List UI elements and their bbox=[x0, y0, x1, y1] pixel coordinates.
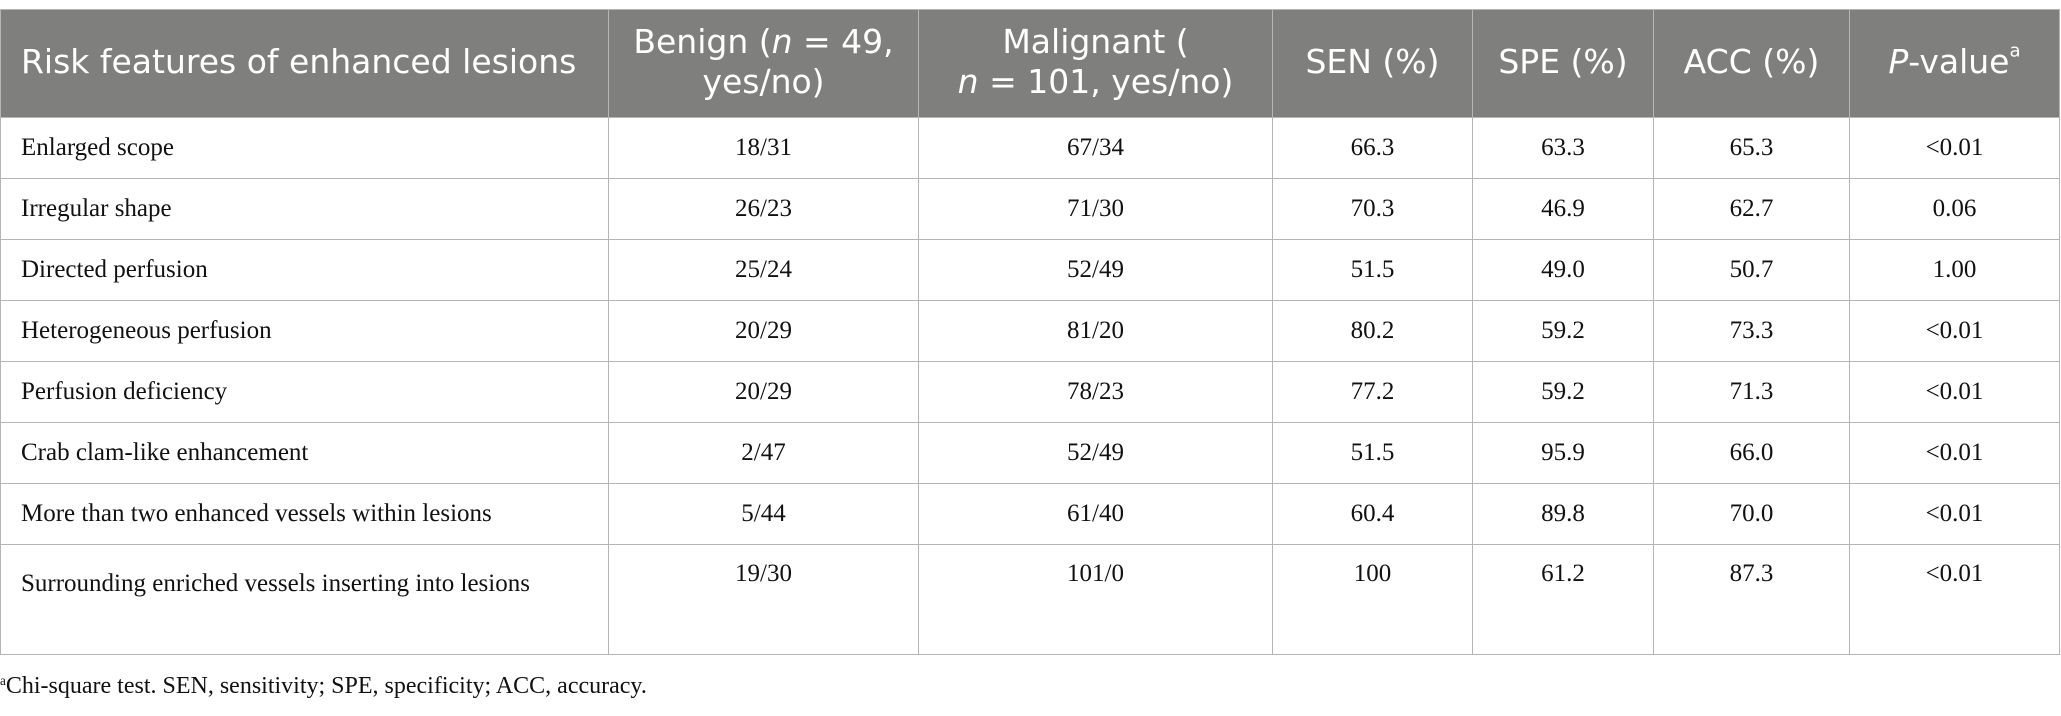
row-benign: 20/29 bbox=[608, 300, 919, 362]
row-sen: 51.5 bbox=[1272, 422, 1473, 484]
row-malignant: 71/30 bbox=[918, 178, 1273, 240]
risk-features-table: Risk features of enhanced lesions Benign… bbox=[0, 9, 2060, 655]
row-feature: Enlarged scope bbox=[0, 117, 609, 179]
row-malignant: 52/49 bbox=[918, 422, 1273, 484]
table-row: Enlarged scope 18/31 67/34 66.3 63.3 65.… bbox=[0, 117, 2060, 179]
row-malignant: 81/20 bbox=[918, 300, 1273, 362]
row-acc: 70.0 bbox=[1653, 483, 1850, 545]
header-sen: SEN (%) bbox=[1272, 9, 1473, 118]
row-feature: More than two enhanced vessels within le… bbox=[0, 483, 609, 545]
table-row: Crab clam-like enhancement 2/47 52/49 51… bbox=[0, 422, 2060, 484]
row-benign: 19/30 bbox=[608, 544, 919, 655]
row-acc: 62.7 bbox=[1653, 178, 1850, 240]
row-acc: 71.3 bbox=[1653, 361, 1850, 423]
row-acc: 50.7 bbox=[1653, 239, 1850, 301]
header-spe: SPE (%) bbox=[1472, 9, 1654, 118]
row-malignant: 67/34 bbox=[918, 117, 1273, 179]
row-pvalue: <0.01 bbox=[1849, 483, 2060, 545]
row-pvalue: <0.01 bbox=[1849, 117, 2060, 179]
row-pvalue: <0.01 bbox=[1849, 422, 2060, 484]
row-acc: 73.3 bbox=[1653, 300, 1850, 362]
row-sen: 77.2 bbox=[1272, 361, 1473, 423]
row-benign: 5/44 bbox=[608, 483, 919, 545]
row-sen: 60.4 bbox=[1272, 483, 1473, 545]
header-pvalue-p: P bbox=[1888, 41, 1909, 81]
row-benign: 20/29 bbox=[608, 361, 919, 423]
row-spe: 95.9 bbox=[1472, 422, 1654, 484]
row-pvalue: <0.01 bbox=[1849, 361, 2060, 423]
table-row: Perfusion deficiency 20/29 78/23 77.2 59… bbox=[0, 361, 2060, 423]
row-spe: 61.2 bbox=[1472, 544, 1654, 655]
row-sen: 51.5 bbox=[1272, 239, 1473, 301]
header-pvalue: P-valuea bbox=[1849, 9, 2060, 118]
row-benign: 18/31 bbox=[608, 117, 919, 179]
row-spe: 59.2 bbox=[1472, 361, 1654, 423]
row-spe: 49.0 bbox=[1472, 239, 1654, 301]
row-sen: 66.3 bbox=[1272, 117, 1473, 179]
header-pvalue-sup: a bbox=[2009, 40, 2021, 62]
row-spe: 59.2 bbox=[1472, 300, 1654, 362]
row-malignant: 101/0 bbox=[918, 544, 1273, 655]
header-benign: Benign (n = 49, yes/no) bbox=[608, 9, 919, 118]
header-acc: ACC (%) bbox=[1653, 9, 1850, 118]
row-malignant: 61/40 bbox=[918, 483, 1273, 545]
footnote-text: Chi-square test. SEN, sensitivity; SPE, … bbox=[5, 673, 647, 699]
row-sen: 100 bbox=[1272, 544, 1473, 655]
row-acc: 87.3 bbox=[1653, 544, 1850, 655]
header-benign-post: = 49, yes/no) bbox=[702, 21, 894, 101]
row-acc: 66.0 bbox=[1653, 422, 1850, 484]
header-malignant-post: = 101, yes/no) bbox=[978, 61, 1234, 101]
header-feature: Risk features of enhanced lesions bbox=[0, 9, 609, 118]
row-benign: 26/23 bbox=[608, 178, 919, 240]
row-benign: 25/24 bbox=[608, 239, 919, 301]
header-pvalue-rest: -value bbox=[1908, 41, 2010, 81]
row-spe: 89.8 bbox=[1472, 483, 1654, 545]
row-malignant: 52/49 bbox=[918, 239, 1273, 301]
row-malignant: 78/23 bbox=[918, 361, 1273, 423]
header-malignant-n: n bbox=[957, 61, 979, 101]
row-acc: 65.3 bbox=[1653, 117, 1850, 179]
header-benign-pre: Benign ( bbox=[633, 21, 772, 61]
row-pvalue: <0.01 bbox=[1849, 300, 2060, 362]
row-benign: 2/47 bbox=[608, 422, 919, 484]
row-feature: Heterogeneous perfusion bbox=[0, 300, 609, 362]
row-spe: 63.3 bbox=[1472, 117, 1654, 179]
header-row: Risk features of enhanced lesions Benign… bbox=[0, 9, 2060, 118]
row-pvalue: <0.01 bbox=[1849, 544, 2060, 655]
row-feature: Crab clam-like enhancement bbox=[0, 422, 609, 484]
header-benign-n: n bbox=[771, 21, 793, 61]
table-row: Heterogeneous perfusion 20/29 81/20 80.2… bbox=[0, 300, 2060, 362]
row-feature: Perfusion deficiency bbox=[0, 361, 609, 423]
row-pvalue: 1.00 bbox=[1849, 239, 2060, 301]
footnote-marker: a bbox=[0, 673, 6, 689]
row-sen: 70.3 bbox=[1272, 178, 1473, 240]
row-spe: 46.9 bbox=[1472, 178, 1654, 240]
row-feature: Irregular shape bbox=[0, 178, 609, 240]
table-row: Irregular shape 26/23 71/30 70.3 46.9 62… bbox=[0, 178, 2060, 240]
row-feature: Directed perfusion bbox=[0, 239, 609, 301]
row-feature: Surrounding enriched vessels inserting i… bbox=[0, 544, 609, 655]
table-row: Surrounding enriched vessels inserting i… bbox=[0, 544, 2060, 655]
table-row: More than two enhanced vessels within le… bbox=[0, 483, 2060, 545]
row-pvalue: 0.06 bbox=[1849, 178, 2060, 240]
header-malignant-pre: Malignant ( bbox=[1002, 21, 1189, 61]
row-sen: 80.2 bbox=[1272, 300, 1473, 362]
header-malignant: Malignant ( n = 101, yes/no) bbox=[918, 9, 1273, 118]
table-row: Directed perfusion 25/24 52/49 51.5 49.0… bbox=[0, 239, 2060, 301]
table-footnote: aChi-square test. SEN, sensitivity; SPE,… bbox=[0, 673, 647, 700]
